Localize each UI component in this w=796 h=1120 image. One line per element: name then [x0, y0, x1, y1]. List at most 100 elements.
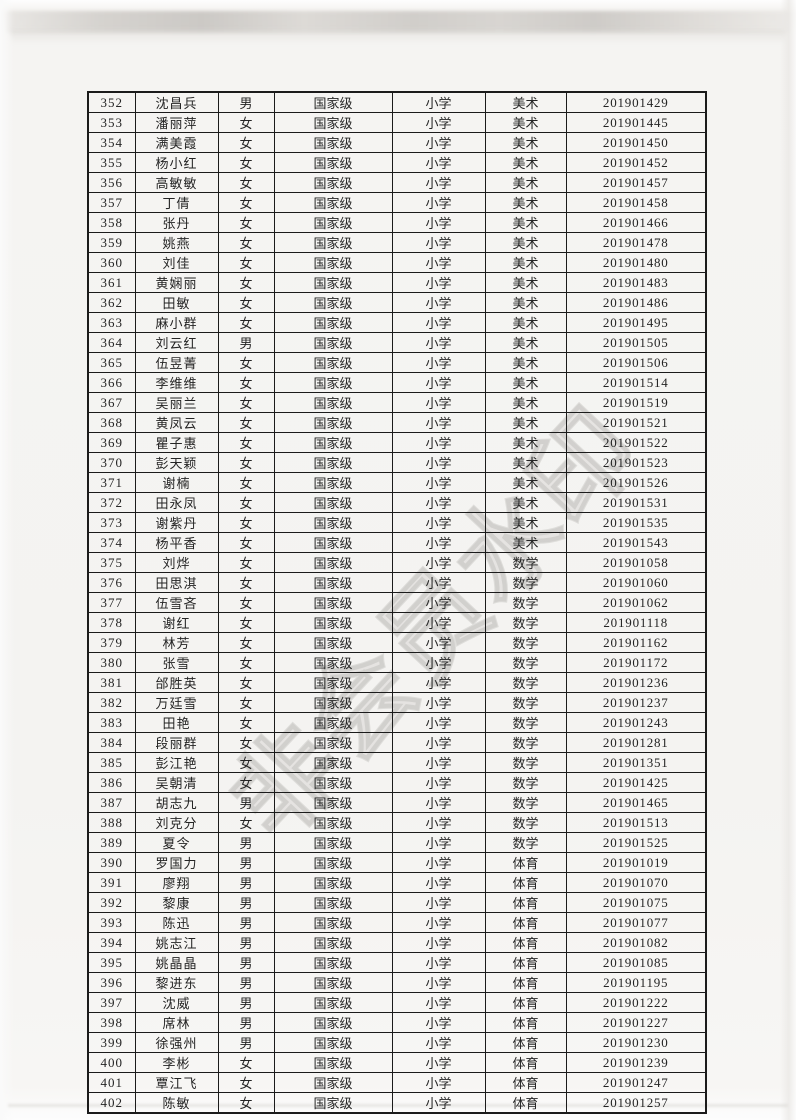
name-cell: 刘云红	[134, 332, 219, 353]
stage-cell: 小学	[391, 312, 486, 333]
subject-cell: 数学	[484, 752, 567, 773]
level-cell: 国家级	[273, 312, 393, 333]
gender-cell: 男	[217, 972, 275, 993]
subject-cell: 体育	[484, 1012, 567, 1033]
serial-cell: 370	[87, 452, 136, 473]
level-cell: 国家级	[273, 372, 393, 393]
scan-left-edge	[0, 0, 14, 1120]
subject-cell: 美术	[484, 352, 567, 373]
serial-cell: 387	[87, 792, 136, 813]
gender-cell: 男	[217, 992, 275, 1013]
subject-cell: 体育	[484, 912, 567, 933]
name-cell: 黎进东	[134, 972, 219, 993]
stage-cell: 小学	[391, 192, 486, 213]
name-cell: 田思淇	[134, 572, 219, 593]
registration-number-cell: 201901458	[565, 192, 707, 213]
subject-cell: 体育	[484, 972, 567, 993]
serial-cell: 353	[87, 112, 136, 133]
name-cell: 麻小群	[134, 312, 219, 333]
name-cell: 沈威	[134, 992, 219, 1013]
gender-cell: 女	[217, 292, 275, 313]
stage-cell: 小学	[391, 672, 486, 693]
level-cell: 国家级	[273, 212, 393, 233]
table-row: 374 杨平香女国家级 小学 美术 201901543	[87, 532, 707, 553]
level-cell: 国家级	[273, 772, 393, 793]
name-cell: 林芳	[134, 632, 219, 653]
serial-cell: 361	[87, 272, 136, 293]
level-cell: 国家级	[273, 852, 393, 873]
table-row: 362 田敏女国家级 小学 美术 201901486	[87, 292, 707, 313]
gender-cell: 女	[217, 152, 275, 173]
subject-cell: 数学	[484, 672, 567, 693]
stage-cell: 小学	[391, 512, 486, 533]
name-cell: 田敏	[134, 292, 219, 313]
registration-number-cell: 201901495	[565, 312, 707, 333]
subject-cell: 体育	[484, 952, 567, 973]
serial-cell: 373	[87, 512, 136, 533]
registration-number-cell: 201901450	[565, 132, 707, 153]
table-row: 360 刘佳女国家级 小学 美术 201901480	[87, 252, 707, 273]
stage-cell: 小学	[391, 412, 486, 433]
name-cell: 杨小红	[134, 152, 219, 173]
gender-cell: 男	[217, 1012, 275, 1033]
stage-cell: 小学	[391, 732, 486, 753]
level-cell: 国家级	[273, 492, 393, 513]
stage-cell: 小学	[391, 632, 486, 653]
serial-cell: 356	[87, 172, 136, 193]
registration-number-cell: 201901351	[565, 752, 707, 773]
gender-cell: 女	[217, 272, 275, 293]
table-row: 380 张雪女国家级 小学 数学 201901172	[87, 652, 707, 673]
serial-cell: 363	[87, 312, 136, 333]
gender-cell: 女	[217, 752, 275, 773]
serial-cell: 369	[87, 432, 136, 453]
gender-cell: 女	[217, 1072, 275, 1093]
gender-cell: 女	[217, 112, 275, 133]
level-cell: 国家级	[273, 872, 393, 893]
table-row: 370 彭天颖女国家级 小学 美术 201901523	[87, 452, 707, 473]
level-cell: 国家级	[273, 732, 393, 753]
stage-cell: 小学	[391, 812, 486, 833]
registration-number-cell: 201901243	[565, 712, 707, 733]
gender-cell: 男	[217, 872, 275, 893]
name-cell: 刘克分	[134, 812, 219, 833]
name-cell: 沈昌兵	[134, 91, 219, 113]
gender-cell: 女	[217, 192, 275, 213]
subject-cell: 数学	[484, 572, 567, 593]
gender-cell: 女	[217, 672, 275, 693]
name-cell: 田艳	[134, 712, 219, 733]
registration-number-cell: 201901466	[565, 212, 707, 233]
name-cell: 谢紫丹	[134, 512, 219, 533]
subject-cell: 美术	[484, 532, 567, 553]
registration-number-cell: 201901525	[565, 832, 707, 853]
level-cell: 国家级	[273, 912, 393, 933]
stage-cell: 小学	[391, 152, 486, 173]
stage-cell: 小学	[391, 852, 486, 873]
subject-cell: 美术	[484, 432, 567, 453]
name-cell: 陈敏	[134, 1092, 219, 1114]
registration-number-cell: 201901281	[565, 732, 707, 753]
name-cell: 彭天颖	[134, 452, 219, 473]
stage-cell: 小学	[391, 432, 486, 453]
registration-number-cell: 201901085	[565, 952, 707, 973]
name-cell: 覃江飞	[134, 1072, 219, 1093]
name-cell: 陈迅	[134, 912, 219, 933]
table-row: 385 彭江艳女国家级 小学 数学 201901351	[87, 752, 707, 773]
name-cell: 伍昱菁	[134, 352, 219, 373]
subject-cell: 美术	[484, 372, 567, 393]
table-row: 401 覃江飞女国家级 小学 体育 201901247	[87, 1072, 707, 1093]
subject-cell: 数学	[484, 692, 567, 713]
serial-cell: 359	[87, 232, 136, 253]
serial-cell: 381	[87, 672, 136, 693]
table-row: 363 麻小群女国家级 小学 美术 201901495	[87, 312, 707, 333]
subject-cell: 数学	[484, 832, 567, 853]
level-cell: 国家级	[273, 572, 393, 593]
roster-table: 352 沈昌兵男国家级 小学 美术 201901429 353 潘丽萍女国家级 小学 美术 201…	[87, 91, 707, 1114]
gender-cell: 男	[217, 332, 275, 353]
level-cell: 国家级	[273, 1012, 393, 1033]
gender-cell: 男	[217, 892, 275, 913]
registration-number-cell: 201901514	[565, 372, 707, 393]
name-cell: 段丽群	[134, 732, 219, 753]
table-row: 379 林芳女国家级 小学 数学 201901162	[87, 632, 707, 653]
level-cell: 国家级	[273, 392, 393, 413]
stage-cell: 小学	[391, 872, 486, 893]
